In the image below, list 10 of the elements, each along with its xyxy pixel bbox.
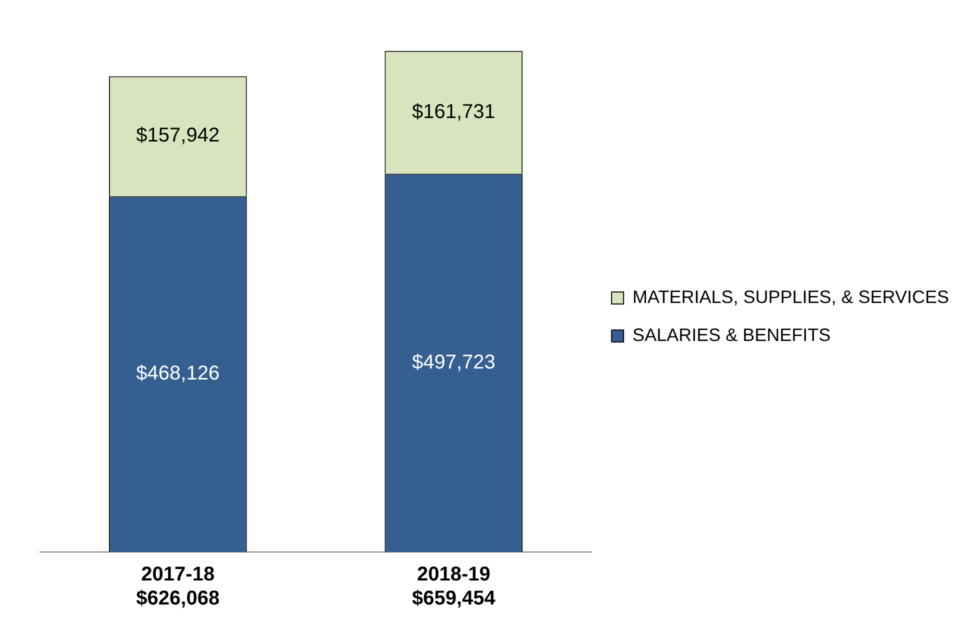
total-label: $659,454 (412, 588, 496, 610)
data-label: $497,723 (412, 351, 496, 374)
data-label: $468,126 (136, 362, 220, 385)
total-label: $626,068 (136, 588, 220, 610)
x-tick-label: 2018-19 (416, 564, 490, 586)
data-label: $157,942 (136, 124, 220, 147)
data-label: $161,731 (412, 100, 496, 123)
legend-label: SALARIES & BENEFITS (632, 324, 831, 345)
legend-label: MATERIALS, SUPPLIES, & SERVICES (632, 286, 950, 307)
x-tick-label: 2017-18 (141, 564, 215, 586)
